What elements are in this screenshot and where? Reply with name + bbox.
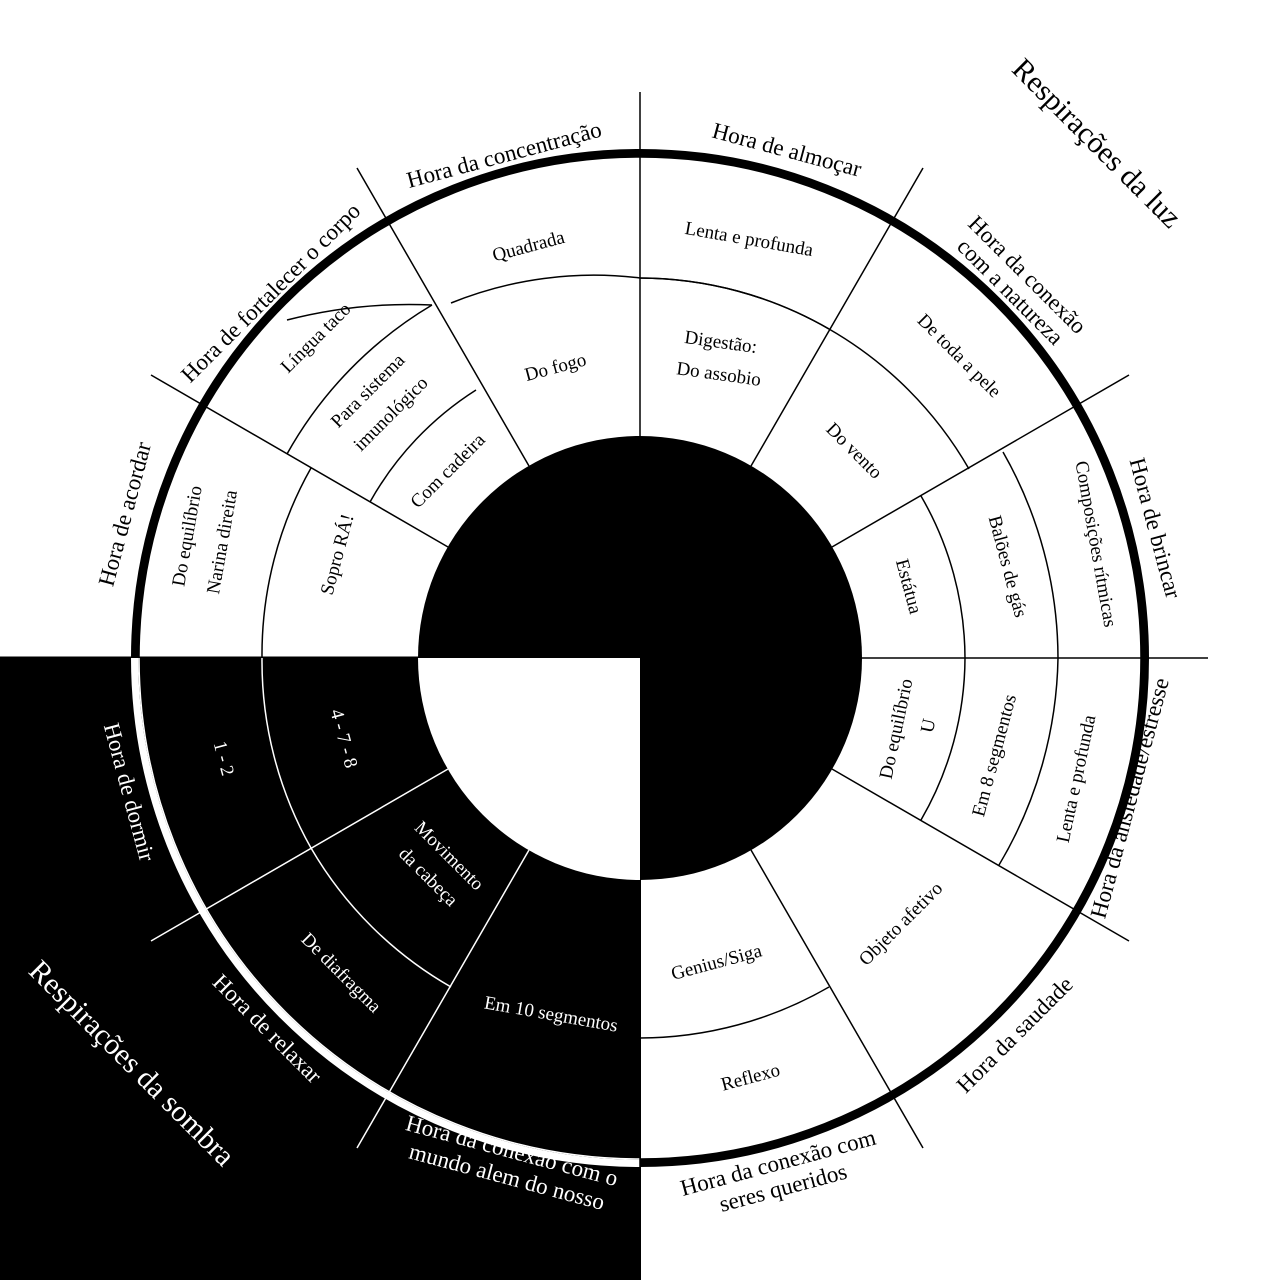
breath-lenta-profunda-2: Lenta e profunda xyxy=(1053,713,1101,845)
hour-fortalecer: Hora de fortalecer o corpo xyxy=(176,198,365,387)
breath-com-cadeira: Com cadeira xyxy=(407,429,491,513)
outer-circle-shadow-arc xyxy=(138,657,641,1160)
shadow-dividers xyxy=(150,768,530,1149)
breath-do-assobio: Do assobio xyxy=(675,358,762,391)
breath-do-fogo: Do fogo xyxy=(523,349,589,386)
breath-do-equilibrio-u: Do equilíbrio xyxy=(876,677,918,781)
shadow-inner-arcs xyxy=(261,657,452,988)
light-inner-arcs xyxy=(261,274,1059,1039)
hour-ansiedade: Hora da ansiedade/estresse xyxy=(1086,675,1174,921)
breath-sopro-ra: Sopro RÁ! xyxy=(316,512,359,598)
breath-do-vento: Do vento xyxy=(822,419,886,483)
light-dividers xyxy=(150,92,1208,1280)
breath-lenta-profunda-1: Lenta e profunda xyxy=(683,218,815,261)
breath-baloes: Balões de gás xyxy=(984,513,1031,619)
outer-ring-shadow-arc xyxy=(131,657,641,1167)
breath-digestao: Digestão: xyxy=(683,327,758,358)
breath-lingua-taco: Língua taco xyxy=(277,299,356,378)
breath-objeto-afetivo: Objeto afetivo xyxy=(855,878,947,970)
breath-em-8: Em 8 segmentos xyxy=(968,692,1021,819)
section-light-title: Respirações da luz xyxy=(1006,52,1188,234)
breath-u: U xyxy=(917,717,940,735)
breath-de-toda-pele: De toda a pele xyxy=(913,310,1005,402)
breath-quadrada: Quadrada xyxy=(490,227,567,267)
hour-brincar: Hora de brincar xyxy=(1124,455,1186,601)
breath-estatua: Estátua xyxy=(891,557,926,617)
breath-do-equilibrio-narina: Do equilíbrio xyxy=(168,484,206,588)
center-disk-shadow-quarter xyxy=(418,658,640,880)
breath-genius: Genius/Siga xyxy=(669,940,765,984)
breath-reflexo: Reflexo xyxy=(719,1060,783,1096)
breath-narina-direita: Narina direita xyxy=(203,488,242,596)
